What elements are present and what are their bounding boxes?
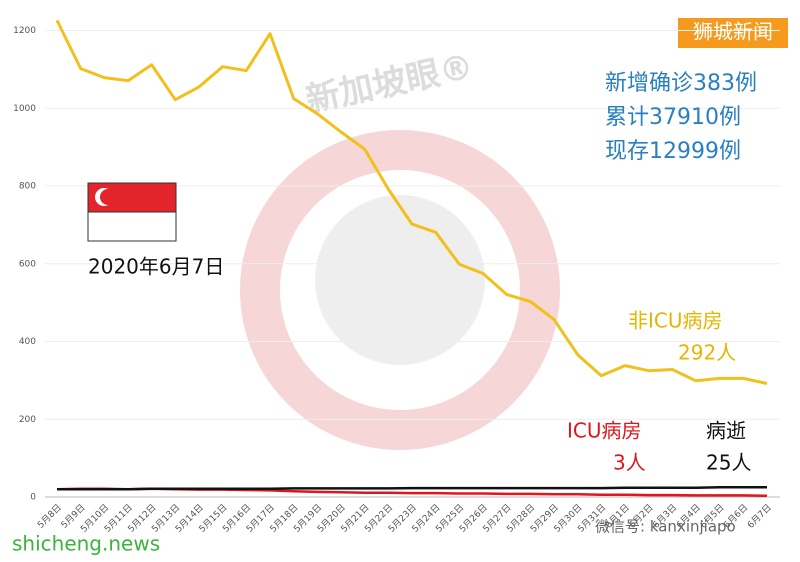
stat: 现存12999例 [605, 139, 741, 164]
series-end-label: 292人 [678, 341, 736, 365]
watermark-disc [315, 195, 485, 365]
y-tick-label: 800 [19, 182, 36, 192]
stat: 新增确诊383例 [605, 71, 757, 96]
watermark-circle [240, 130, 560, 450]
flag-moon-cut [100, 189, 116, 205]
x-tick-label: 6月7日 [745, 502, 774, 531]
series-end-label: 25人 [706, 451, 751, 475]
y-tick-label: 200 [19, 415, 36, 425]
y-tick-label: 400 [19, 337, 36, 347]
watermark: 新加坡眼® [302, 46, 477, 120]
brand-bg [678, 18, 788, 48]
date: 2020年6月7日 [88, 255, 224, 279]
series-label: ICU病房 [567, 419, 642, 443]
series-label: 非ICU病房 [628, 309, 723, 333]
flag-border [87, 182, 177, 242]
series-line [57, 486, 767, 491]
y-tick-label: 1000 [13, 104, 36, 114]
series-label: 病逝 [706, 419, 746, 443]
stat: 累计37910例 [605, 105, 741, 130]
series-line [55, 19, 768, 385]
y-tick-label: 0 [30, 493, 36, 503]
wechat: 微信号: kanxinjiapo [595, 518, 736, 536]
site: shicheng.news [12, 532, 160, 556]
x-tick-label: 5月8日 [35, 502, 64, 531]
y-tick-label: 600 [19, 259, 36, 269]
series-end-label: 3人 [613, 451, 646, 475]
y-tick-label: 1200 [13, 26, 36, 36]
brand: 狮城新闻 [693, 20, 773, 44]
flag-white [87, 211, 177, 242]
